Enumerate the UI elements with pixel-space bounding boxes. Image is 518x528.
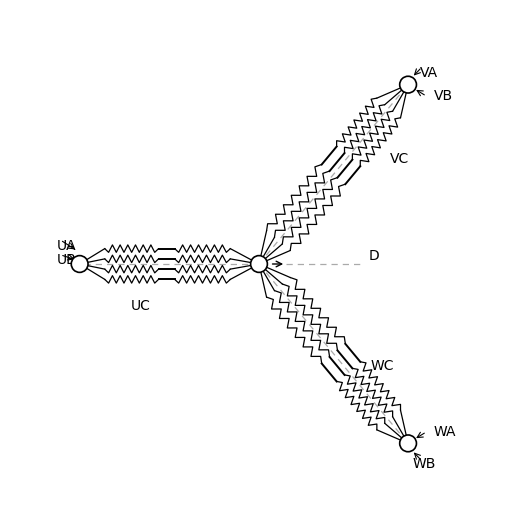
Text: WB: WB — [413, 457, 436, 472]
Circle shape — [251, 256, 267, 272]
Text: D: D — [368, 249, 379, 262]
Text: WC: WC — [371, 360, 394, 373]
Text: VA: VA — [420, 66, 438, 80]
Text: UB: UB — [56, 253, 76, 267]
Circle shape — [400, 76, 416, 93]
Text: VC: VC — [390, 152, 409, 166]
Circle shape — [400, 435, 416, 452]
Text: UA: UA — [56, 239, 76, 253]
Text: VB: VB — [434, 89, 453, 103]
Text: WA: WA — [434, 425, 456, 439]
Circle shape — [71, 256, 88, 272]
Text: UC: UC — [130, 299, 150, 313]
